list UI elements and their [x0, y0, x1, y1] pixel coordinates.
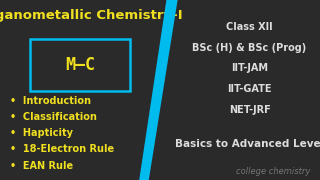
Text: NET-JRF: NET-JRF — [229, 105, 270, 115]
Text: college chemistry: college chemistry — [236, 166, 310, 176]
Text: IIT-JAM: IIT-JAM — [231, 63, 268, 73]
FancyBboxPatch shape — [30, 39, 130, 91]
Text: •  18-Electron Rule: • 18-Electron Rule — [10, 144, 114, 154]
Text: BSc (H) & BSc (Prog): BSc (H) & BSc (Prog) — [192, 43, 307, 53]
Text: IIT-GATE: IIT-GATE — [227, 84, 272, 94]
Text: •  EAN Rule: • EAN Rule — [10, 161, 73, 171]
Polygon shape — [139, 0, 178, 180]
Text: •  Classification: • Classification — [10, 112, 96, 122]
Text: Organometallic Chemistry-I: Organometallic Chemistry-I — [0, 9, 183, 22]
Text: M—C: M—C — [65, 56, 95, 74]
Text: •  Introduction: • Introduction — [10, 96, 91, 106]
Text: Basics to Advanced Level: Basics to Advanced Level — [175, 139, 320, 149]
Text: •  Hapticity: • Hapticity — [10, 128, 73, 138]
Text: Class XII: Class XII — [226, 22, 273, 32]
